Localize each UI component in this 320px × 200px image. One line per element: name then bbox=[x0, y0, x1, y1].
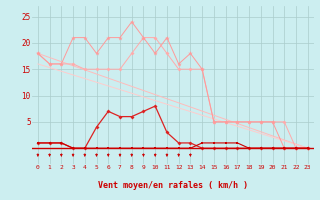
X-axis label: Vent moyen/en rafales ( km/h ): Vent moyen/en rafales ( km/h ) bbox=[98, 182, 248, 190]
